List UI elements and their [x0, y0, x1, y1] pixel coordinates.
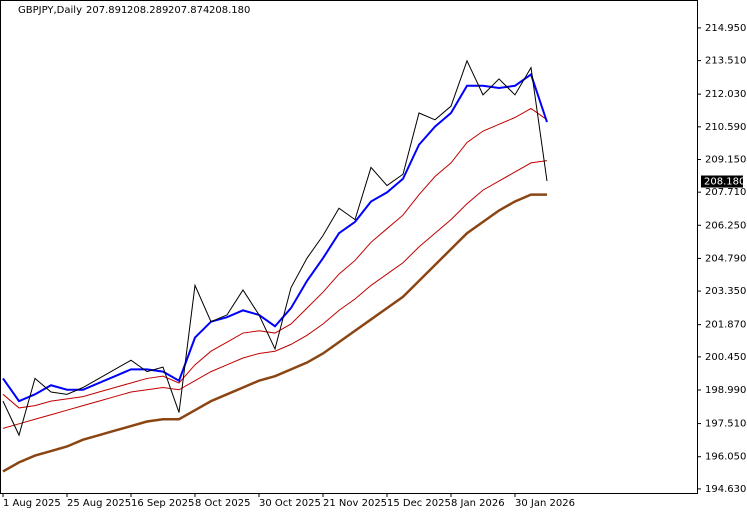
last-price-label: 208.180: [704, 177, 745, 188]
x-tick-label: 1 Aug 2025: [3, 498, 61, 509]
y-tick-label: 200.450: [705, 352, 746, 363]
y-tick-label: 198.990: [705, 385, 746, 396]
plot-frame: [0, 0, 698, 494]
x-tick-label: 30 Jan 2026: [515, 498, 575, 509]
y-tick-label: 214.950: [705, 23, 746, 34]
chart-title: GBPJPY,Daily: [18, 5, 82, 16]
y-tick-label: 194.630: [705, 484, 746, 495]
series-line: [2, 107, 548, 409]
y-tick-label: 203.350: [705, 286, 746, 297]
x-tick-label: 16 Sep 2025: [131, 498, 194, 509]
series-line: [2, 59, 548, 437]
last-price-box: [701, 175, 743, 188]
ohlc-value: 208.180: [209, 5, 250, 16]
y-tick-label: 197.510: [705, 419, 746, 430]
ohlc-value: 207.891: [86, 5, 127, 16]
y-tick-label: 209.150: [705, 154, 746, 165]
y-tick-label: 210.590: [705, 122, 746, 133]
y-tick-label: 207.710: [705, 187, 746, 198]
series-line: [2, 160, 548, 429]
y-tick-label: 204.790: [705, 253, 746, 264]
x-tick-label: 8 Jan 2026: [451, 498, 505, 509]
y-tick-label: 206.250: [705, 220, 746, 231]
x-tick-label: 25 Aug 2025: [67, 498, 131, 509]
y-tick-label: 201.870: [705, 320, 746, 331]
y-tick-label: 212.030: [705, 89, 746, 100]
x-tick-label: 30 Oct 2025: [259, 498, 321, 509]
series-line: [2, 193, 547, 473]
y-tick-label: 196.050: [705, 452, 746, 463]
ohlc-value: 208.289: [127, 5, 168, 16]
x-tick-label: 21 Nov 2025: [323, 498, 387, 509]
series-line: [2, 72, 548, 403]
x-tick-label: 15 Dec 2025: [387, 498, 451, 509]
ohlc-value: 207.874: [168, 5, 209, 16]
x-tick-label: 8 Oct 2025: [195, 498, 250, 509]
y-tick-label: 213.510: [705, 56, 746, 67]
